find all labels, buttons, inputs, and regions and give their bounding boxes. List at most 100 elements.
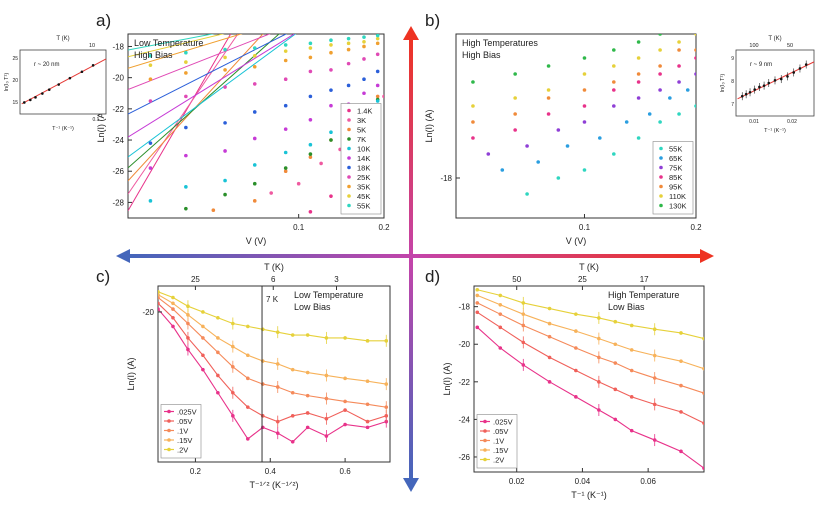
data-point-14K: [223, 149, 227, 153]
fit-line-25K: [128, 34, 271, 90]
x-axis-label: T⁻¹ᐟ² (K⁻¹ᐟ²): [249, 480, 298, 490]
data-point-.15V: [498, 302, 503, 307]
data-point-.15V: [246, 353, 250, 358]
data-point-.025V: [216, 390, 220, 395]
inset-data-point: [57, 83, 60, 86]
panel-title-line: Low Temperature: [134, 38, 203, 48]
data-point-.15V: [652, 353, 657, 358]
data-point-.1V: [702, 391, 704, 395]
data-point-110K: [612, 64, 616, 68]
legend-label-130K: 130K: [669, 202, 687, 211]
y-tick-label: -20: [458, 340, 470, 349]
data-point-75K: [612, 104, 616, 108]
data-point-85K: [546, 112, 551, 116]
data-point-.05V: [547, 355, 552, 360]
legend-label-.05V: .05V: [493, 427, 508, 436]
data-point-.05V: [574, 368, 578, 373]
data-point-.15V: [186, 313, 190, 317]
inset-data-point: [23, 101, 26, 104]
legend-swatch-1.4K: [347, 108, 351, 113]
legend-swatch-14K: [347, 156, 351, 160]
x-axis-label: V (V): [246, 236, 267, 246]
plot-area: [128, 34, 384, 214]
data-point-10K: [184, 185, 188, 189]
data-point-5K: [252, 199, 257, 203]
legend-swatch-.05V: [483, 429, 487, 433]
data-point-1.4K: [329, 194, 333, 198]
data-point-.1V: [384, 405, 389, 409]
data-point-.15V: [201, 324, 205, 329]
data-point-.025V: [498, 346, 503, 350]
data-point-7K: [308, 152, 313, 156]
inset-data-point: [41, 92, 44, 95]
data-point-95K: [658, 64, 662, 68]
inset-data-point: [798, 67, 802, 70]
data-point-95K: [677, 48, 681, 52]
legend-label-7K: 7K: [357, 135, 366, 144]
data-point-75K: [486, 152, 491, 156]
horizontal-arrow: [116, 249, 714, 263]
data-point-18K: [148, 141, 153, 145]
data-point-.025V: [171, 324, 175, 329]
fit-line-1.4K: [128, 34, 232, 212]
data-point-.1V: [365, 402, 370, 407]
x-tick-label: 0.4: [265, 467, 277, 476]
data-point-.1V: [275, 385, 280, 389]
legend-label-45K: 45K: [357, 192, 370, 201]
data-point-25K: [184, 94, 188, 99]
fit-line-7K: [128, 34, 280, 169]
data-point-.1V: [574, 346, 578, 350]
inset-top-tick: 50: [787, 43, 793, 49]
arrow-down-head: [403, 478, 419, 492]
data-point-65K: [624, 120, 629, 124]
plot-frame: [455, 33, 697, 219]
legend-swatch-45K: [347, 194, 351, 198]
data-point-55K: [636, 136, 641, 140]
x-axis-label: V (V): [566, 236, 587, 246]
data-point-130K: [582, 56, 587, 60]
plot-frame: [127, 33, 385, 219]
x-tick-label: 0.2: [190, 467, 202, 476]
data-point-35K: [375, 41, 380, 46]
top-tick-label: 17: [640, 275, 649, 284]
data-point-.025V: [186, 347, 190, 352]
data-point-.2V: [679, 331, 683, 335]
data-point-.05V: [365, 419, 370, 424]
legend-label-.1V: .1V: [493, 437, 504, 446]
data-point-5K: [211, 208, 216, 213]
data-point-.1V: [201, 336, 205, 340]
data-point-.1V: [290, 390, 295, 395]
legend-label-55K: 55K: [357, 202, 370, 211]
data-point-.2V: [365, 339, 370, 343]
y-tick-label: -28: [112, 198, 124, 207]
data-point-55K: [346, 36, 351, 41]
inset-top-tick: 10: [89, 43, 95, 49]
inset-data-point: [744, 92, 748, 96]
data-point-85K: [677, 64, 681, 68]
inset-x-tick: 0.01: [749, 119, 759, 125]
data-point-85K: [658, 72, 662, 76]
data-point-.15V: [290, 367, 295, 372]
legend-swatch-35K: [347, 184, 351, 189]
series-line-.05V: [476, 311, 704, 424]
inset-data-point: [758, 85, 761, 89]
data-point-130K: [546, 64, 551, 68]
data-point-.2V: [343, 336, 347, 340]
data-point-.025V: [629, 428, 634, 433]
legend-swatch-10K: [347, 146, 351, 151]
data-point-.025V: [343, 422, 347, 427]
data-point-10K: [252, 163, 257, 167]
inset-data-point: [748, 90, 752, 94]
data-point-55K: [252, 46, 257, 50]
legend-swatch-.15V: [483, 448, 487, 452]
data-point-.1V: [652, 376, 657, 380]
legend-swatch-7K: [347, 137, 351, 141]
data-point-18K: [375, 69, 380, 74]
data-point-45K: [362, 39, 366, 44]
data-point-55K: [582, 168, 587, 172]
data-point-.15V: [574, 329, 578, 333]
data-point-.05V: [629, 395, 634, 399]
inset-y-tick: 7: [731, 102, 734, 108]
panel-title-line: High Bias: [134, 50, 173, 60]
